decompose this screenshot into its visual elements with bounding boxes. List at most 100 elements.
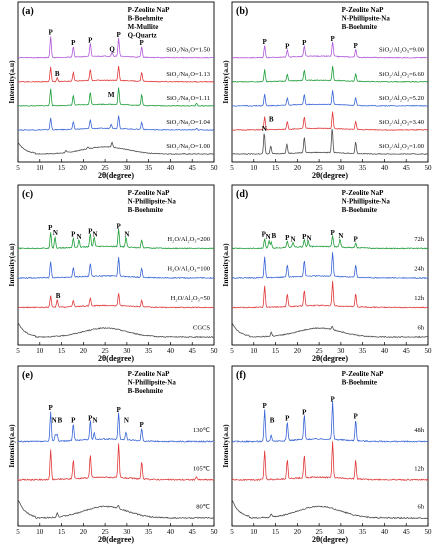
x-tick-label: 50	[211, 347, 219, 355]
peak-label: N	[338, 232, 343, 240]
x-tick-label: 25	[316, 528, 324, 536]
series-line	[231, 129, 429, 155]
x-tick-label: 20	[294, 347, 302, 355]
series-label: CGCS	[193, 325, 210, 332]
peak-label: P	[140, 421, 145, 429]
series-label: 130℃	[193, 427, 211, 434]
series-label: H₂O/Al₂O₃=200	[167, 236, 210, 243]
peak-label: N	[307, 235, 312, 243]
peak-label: B	[271, 232, 276, 240]
peak-label: P	[116, 406, 121, 414]
peak-label: B	[57, 417, 62, 425]
peak-label: P	[262, 231, 267, 239]
series-line	[17, 257, 214, 280]
x-tick-label: 30	[123, 164, 131, 172]
legend-entry: B-Boehmite	[128, 206, 163, 214]
x-tick-label: 15	[272, 164, 280, 172]
series-label: SiO₂/Al₂O₃=6.60	[379, 71, 424, 78]
x-tick-label: 10	[36, 347, 44, 355]
x-tick-label: 35	[359, 164, 367, 172]
x-tick-label: 45	[189, 528, 197, 536]
series-line	[231, 65, 428, 83]
series-label: SiO₂/Na₂O=1.11	[166, 95, 210, 102]
series-label: H₂O/Al₂O₃=100	[167, 266, 210, 273]
x-tick-label: 40	[167, 528, 175, 536]
series-label: 105℃	[193, 465, 211, 472]
y-axis-label: Intensity(a.u)	[221, 243, 230, 287]
series-line	[231, 111, 429, 131]
peak-label: P	[330, 396, 335, 404]
legend-entry: B-Boehmite	[342, 379, 377, 387]
peak-label: P	[354, 42, 359, 50]
x-tick-label: 20	[294, 164, 302, 172]
peak-label: P	[302, 408, 307, 416]
peak-label: N	[262, 125, 267, 133]
legend-entry: B-Boehmite	[342, 23, 377, 31]
x-tick-label: 50	[211, 164, 219, 172]
peak-label: P	[263, 402, 268, 410]
legend-entry: N-Phillipsite-Na	[342, 15, 391, 23]
x-tick-label: 35	[145, 347, 153, 355]
peak-label: P	[302, 39, 307, 47]
panel-label: (d)	[236, 189, 248, 200]
series-line	[231, 441, 429, 481]
x-axis-label: 2θ(degree)	[312, 171, 348, 180]
series-label: 6h	[418, 325, 425, 332]
x-tick-label: 40	[167, 347, 175, 355]
peak-label: P	[263, 38, 268, 46]
x-tick-label: 10	[250, 347, 258, 355]
panel-d: 5 10 15 20 25 30 35 40 45 50 2θ(degree) Intensity(a…	[221, 184, 432, 363]
x-tick-label: 5	[16, 347, 20, 355]
panel-a: 5 10 15 20 25 30 35 40 45 50 2θ(degree) Intensity(a…	[7, 1, 219, 180]
x-tick-label: 40	[381, 164, 389, 172]
x-tick-label: 25	[102, 347, 110, 355]
peak-label: P	[116, 222, 121, 230]
x-tick-label: 5	[230, 164, 234, 172]
x-tick-label: 45	[189, 347, 197, 355]
peak-label: P	[88, 415, 93, 423]
x-tick-label: 5	[230, 528, 234, 536]
x-axis-label: 2θ(degree)	[98, 535, 134, 544]
series-label: 48h	[414, 427, 425, 434]
x-tick-label: 5	[230, 347, 234, 355]
x-tick-label: 20	[294, 528, 302, 536]
legend-entry: P-Zeolite NaP	[342, 370, 385, 378]
x-tick-label: 25	[316, 164, 324, 172]
y-axis-label: Intensity(a.u)	[221, 60, 230, 104]
x-axis-label: 2θ(degree)	[312, 535, 348, 544]
y-axis-label: Intensity(a.u)	[7, 60, 16, 104]
x-tick-label: 50	[425, 528, 433, 536]
x-axis-label: 2θ(degree)	[98, 354, 134, 363]
x-tick-label: 15	[272, 347, 280, 355]
x-tick-label: 30	[123, 347, 131, 355]
series-line	[231, 252, 429, 280]
plot-frame	[231, 184, 429, 346]
series-line	[17, 321, 214, 339]
x-tick-label: 5	[16, 164, 20, 172]
series-label: SiO₂/Na₂O=1.00	[166, 143, 210, 150]
x-tick-label: 10	[250, 528, 258, 536]
x-tick-label: 35	[359, 347, 367, 355]
series-line	[231, 90, 428, 107]
peak-label: N	[93, 417, 98, 425]
legend-entry: P-Zeolite NaP	[342, 189, 385, 197]
series-line	[231, 498, 429, 520]
series-line	[17, 411, 215, 443]
peak-label: N	[93, 231, 98, 239]
panel-label: (f)	[236, 370, 246, 381]
peak-label: P	[49, 404, 54, 412]
peak-label: P	[285, 415, 290, 423]
peak-label: P	[354, 235, 359, 243]
x-tick-label: 40	[167, 164, 175, 172]
series-label: SiO₂/Na₂O=1.50	[166, 47, 210, 54]
x-tick-label: 20	[80, 347, 88, 355]
x-tick-label: 25	[102, 164, 110, 172]
series-label: SiO₂/Al₂O₃=1.00	[379, 143, 424, 150]
series-label: 12h	[414, 295, 425, 302]
x-tick-label: 30	[337, 528, 345, 536]
x-tick-label: 25	[316, 347, 324, 355]
peak-label: P	[140, 39, 145, 47]
peak-label: P	[71, 39, 76, 47]
x-tick-label: 50	[425, 164, 433, 172]
legend-entry: P-Zeolite NaP	[128, 6, 171, 14]
